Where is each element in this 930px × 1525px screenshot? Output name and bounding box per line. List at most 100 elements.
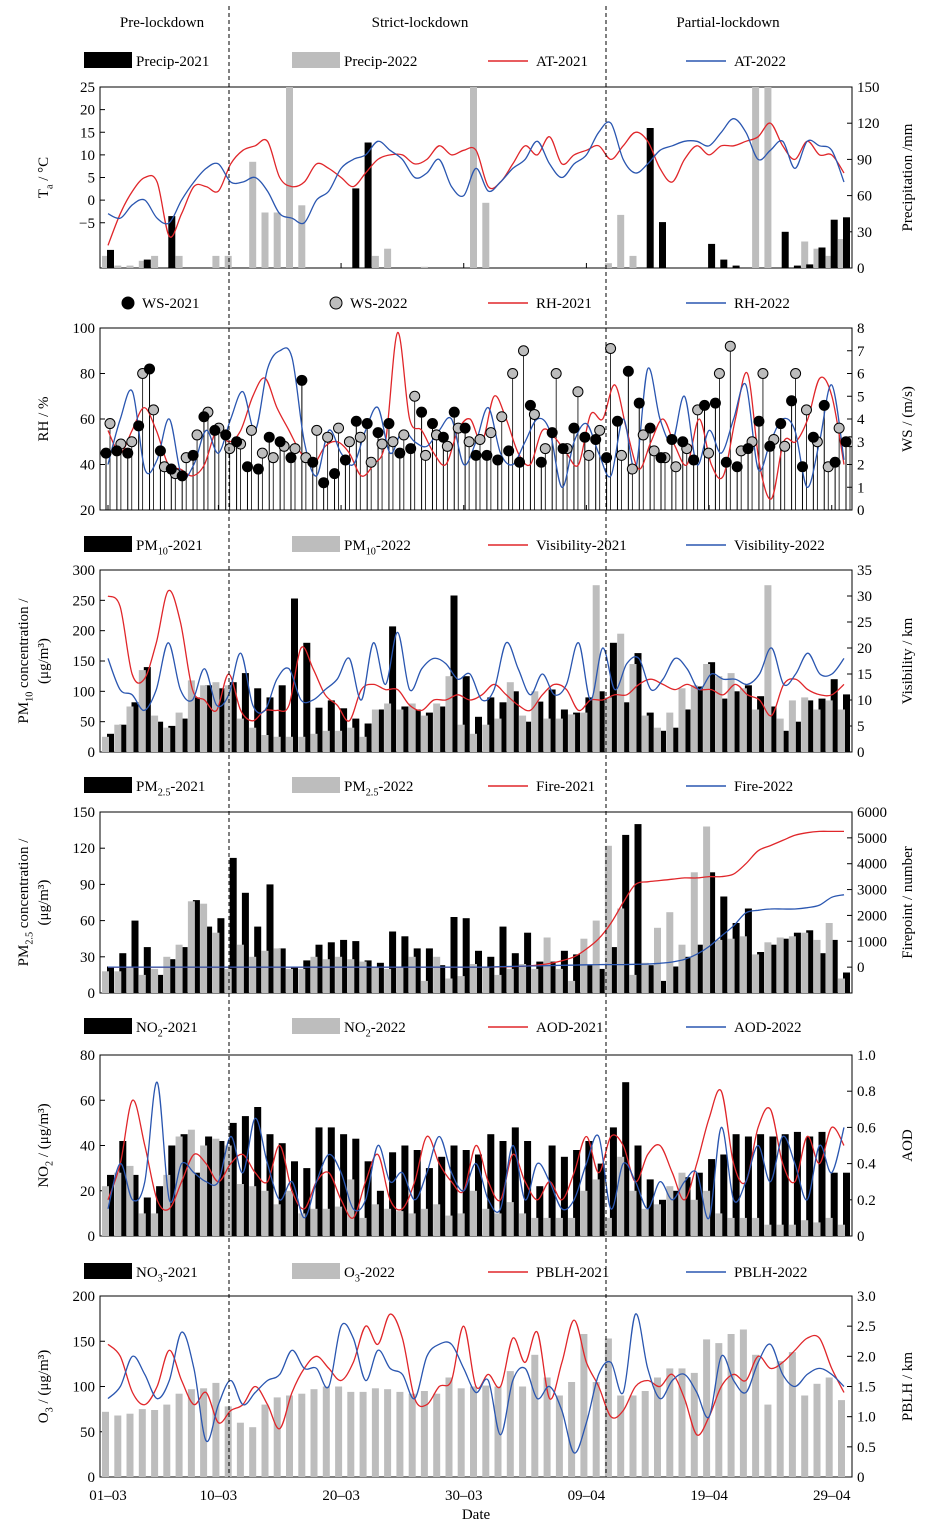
right-tick-label: 0 [857, 745, 865, 761]
bar-2021 [818, 953, 826, 993]
bar-2022 [506, 968, 514, 993]
left-tick-label: 250 [73, 593, 96, 609]
bar-2022 [371, 1204, 379, 1236]
legend-swatch [292, 1018, 340, 1034]
ws-2021-point [688, 454, 700, 466]
left-axis-label: PM10 concentration / [16, 598, 36, 724]
bar-2022 [445, 1215, 453, 1236]
bar-2022 [482, 724, 490, 752]
bar-2021 [732, 923, 740, 993]
ws-2021-point [263, 431, 275, 443]
legend-label: NO2-2021 [136, 1020, 198, 1040]
bar-2022 [764, 87, 772, 268]
right-tick-label: 2.0 [857, 1349, 876, 1365]
ws-2021-point [818, 399, 830, 411]
bar-2021 [793, 721, 801, 752]
right-axis-label: Visibility / km [900, 617, 916, 704]
left-tick-label: 30 [80, 950, 95, 966]
right-tick-label: 1.0 [857, 1410, 876, 1426]
bar-2021 [168, 1145, 176, 1236]
bar-2022 [654, 1204, 661, 1236]
left-tick-label: 100 [73, 684, 96, 700]
bar-2021 [168, 216, 176, 268]
left-tick-label: 150 [73, 805, 96, 821]
legend-label: PBLH-2021 [536, 1265, 609, 1281]
ws-2021-point [840, 436, 852, 448]
bar-2022 [114, 1415, 122, 1477]
bar-2021 [217, 688, 225, 752]
ws-2021-point [601, 452, 613, 464]
line-2022 [107, 118, 845, 225]
ws-2022-point [441, 440, 453, 452]
bar-2021 [352, 718, 360, 752]
bar-2021 [499, 702, 507, 752]
legend: NO2-2021 NO2-2022 AOD-2021 AOD-2022 [84, 1018, 802, 1040]
bar-2022 [224, 255, 232, 268]
ws-2021-point [720, 456, 732, 468]
bar-2021 [806, 1136, 814, 1236]
bar-2021 [830, 939, 838, 993]
bar-2022 [433, 703, 441, 752]
left-tick-label: 100 [73, 321, 96, 337]
panel-ta-precip: −5 0 5 10 15 20 25 0 30 60 90 120 150 Ta / °C Precipit… [36, 80, 916, 277]
bar-2022 [335, 956, 343, 993]
ws-2022-point [322, 431, 334, 443]
bar-2021 [609, 947, 617, 993]
bar-2022 [420, 980, 428, 993]
legend-label: AT-2022 [734, 54, 786, 70]
x-tick-label: 29–04 [813, 1488, 851, 1504]
bar-2021 [830, 679, 838, 752]
bar-2021 [708, 1159, 716, 1236]
bar-2022 [727, 1217, 735, 1236]
left-tick-label: 0 [88, 745, 96, 761]
bar-2021 [609, 642, 617, 752]
bar-2021 [168, 959, 176, 993]
bar-2021 [793, 265, 801, 268]
bar-2022 [396, 1391, 404, 1477]
right-tick-label: 6 [857, 367, 865, 383]
bar-2022 [224, 685, 232, 752]
ws-2021-point [209, 424, 221, 436]
bar-2022 [371, 255, 379, 268]
bar-2022 [592, 585, 600, 752]
legend-label: Fire-2021 [536, 779, 595, 795]
right-tick-label: 25 [857, 615, 872, 631]
bar-2021 [818, 698, 826, 752]
legend-label: PM10-2021 [136, 538, 203, 558]
ws-2022-point [365, 456, 377, 468]
ws-2022-point [507, 368, 519, 379]
bar-2022 [335, 1386, 343, 1477]
bar-2021 [806, 264, 814, 268]
bar-2022 [286, 1395, 293, 1477]
ws-2022-point [496, 411, 508, 423]
bar-2022 [703, 1339, 711, 1477]
left-tick-label: 20 [80, 503, 95, 519]
right-tick-label: 6000 [857, 805, 887, 821]
bar-2022 [654, 927, 661, 993]
plot-area [102, 585, 850, 752]
bar-2022 [519, 715, 527, 752]
bar-2022 [838, 1224, 845, 1236]
bar-2022 [335, 730, 343, 752]
ws-2021-point [426, 418, 438, 430]
ws-2022-point [539, 443, 551, 455]
bar-2021 [475, 716, 482, 752]
bar-2022 [126, 265, 134, 268]
bar-2022 [666, 912, 674, 993]
right-tick-label: 30 [857, 589, 872, 605]
bar-2022 [445, 1377, 453, 1477]
bar-2021 [401, 936, 409, 993]
bar-2022 [175, 944, 183, 993]
left-tick-label: 150 [73, 1334, 96, 1350]
bar-2021 [168, 725, 176, 752]
bar-2021 [131, 702, 139, 752]
bar-2021 [229, 1122, 237, 1236]
bar-2021 [192, 900, 200, 993]
ws-2022-point [703, 447, 715, 459]
bar-2021 [695, 1172, 703, 1236]
ws-2021-point [448, 406, 460, 418]
bar-2021 [818, 1131, 826, 1236]
bar-2022 [592, 1179, 600, 1236]
bar-2021 [389, 931, 397, 993]
panel-rh-ws: 20 40 60 80 100 0 1 2 3 4 5 6 7 8 RH / % WS / (m/s) [36, 321, 916, 519]
